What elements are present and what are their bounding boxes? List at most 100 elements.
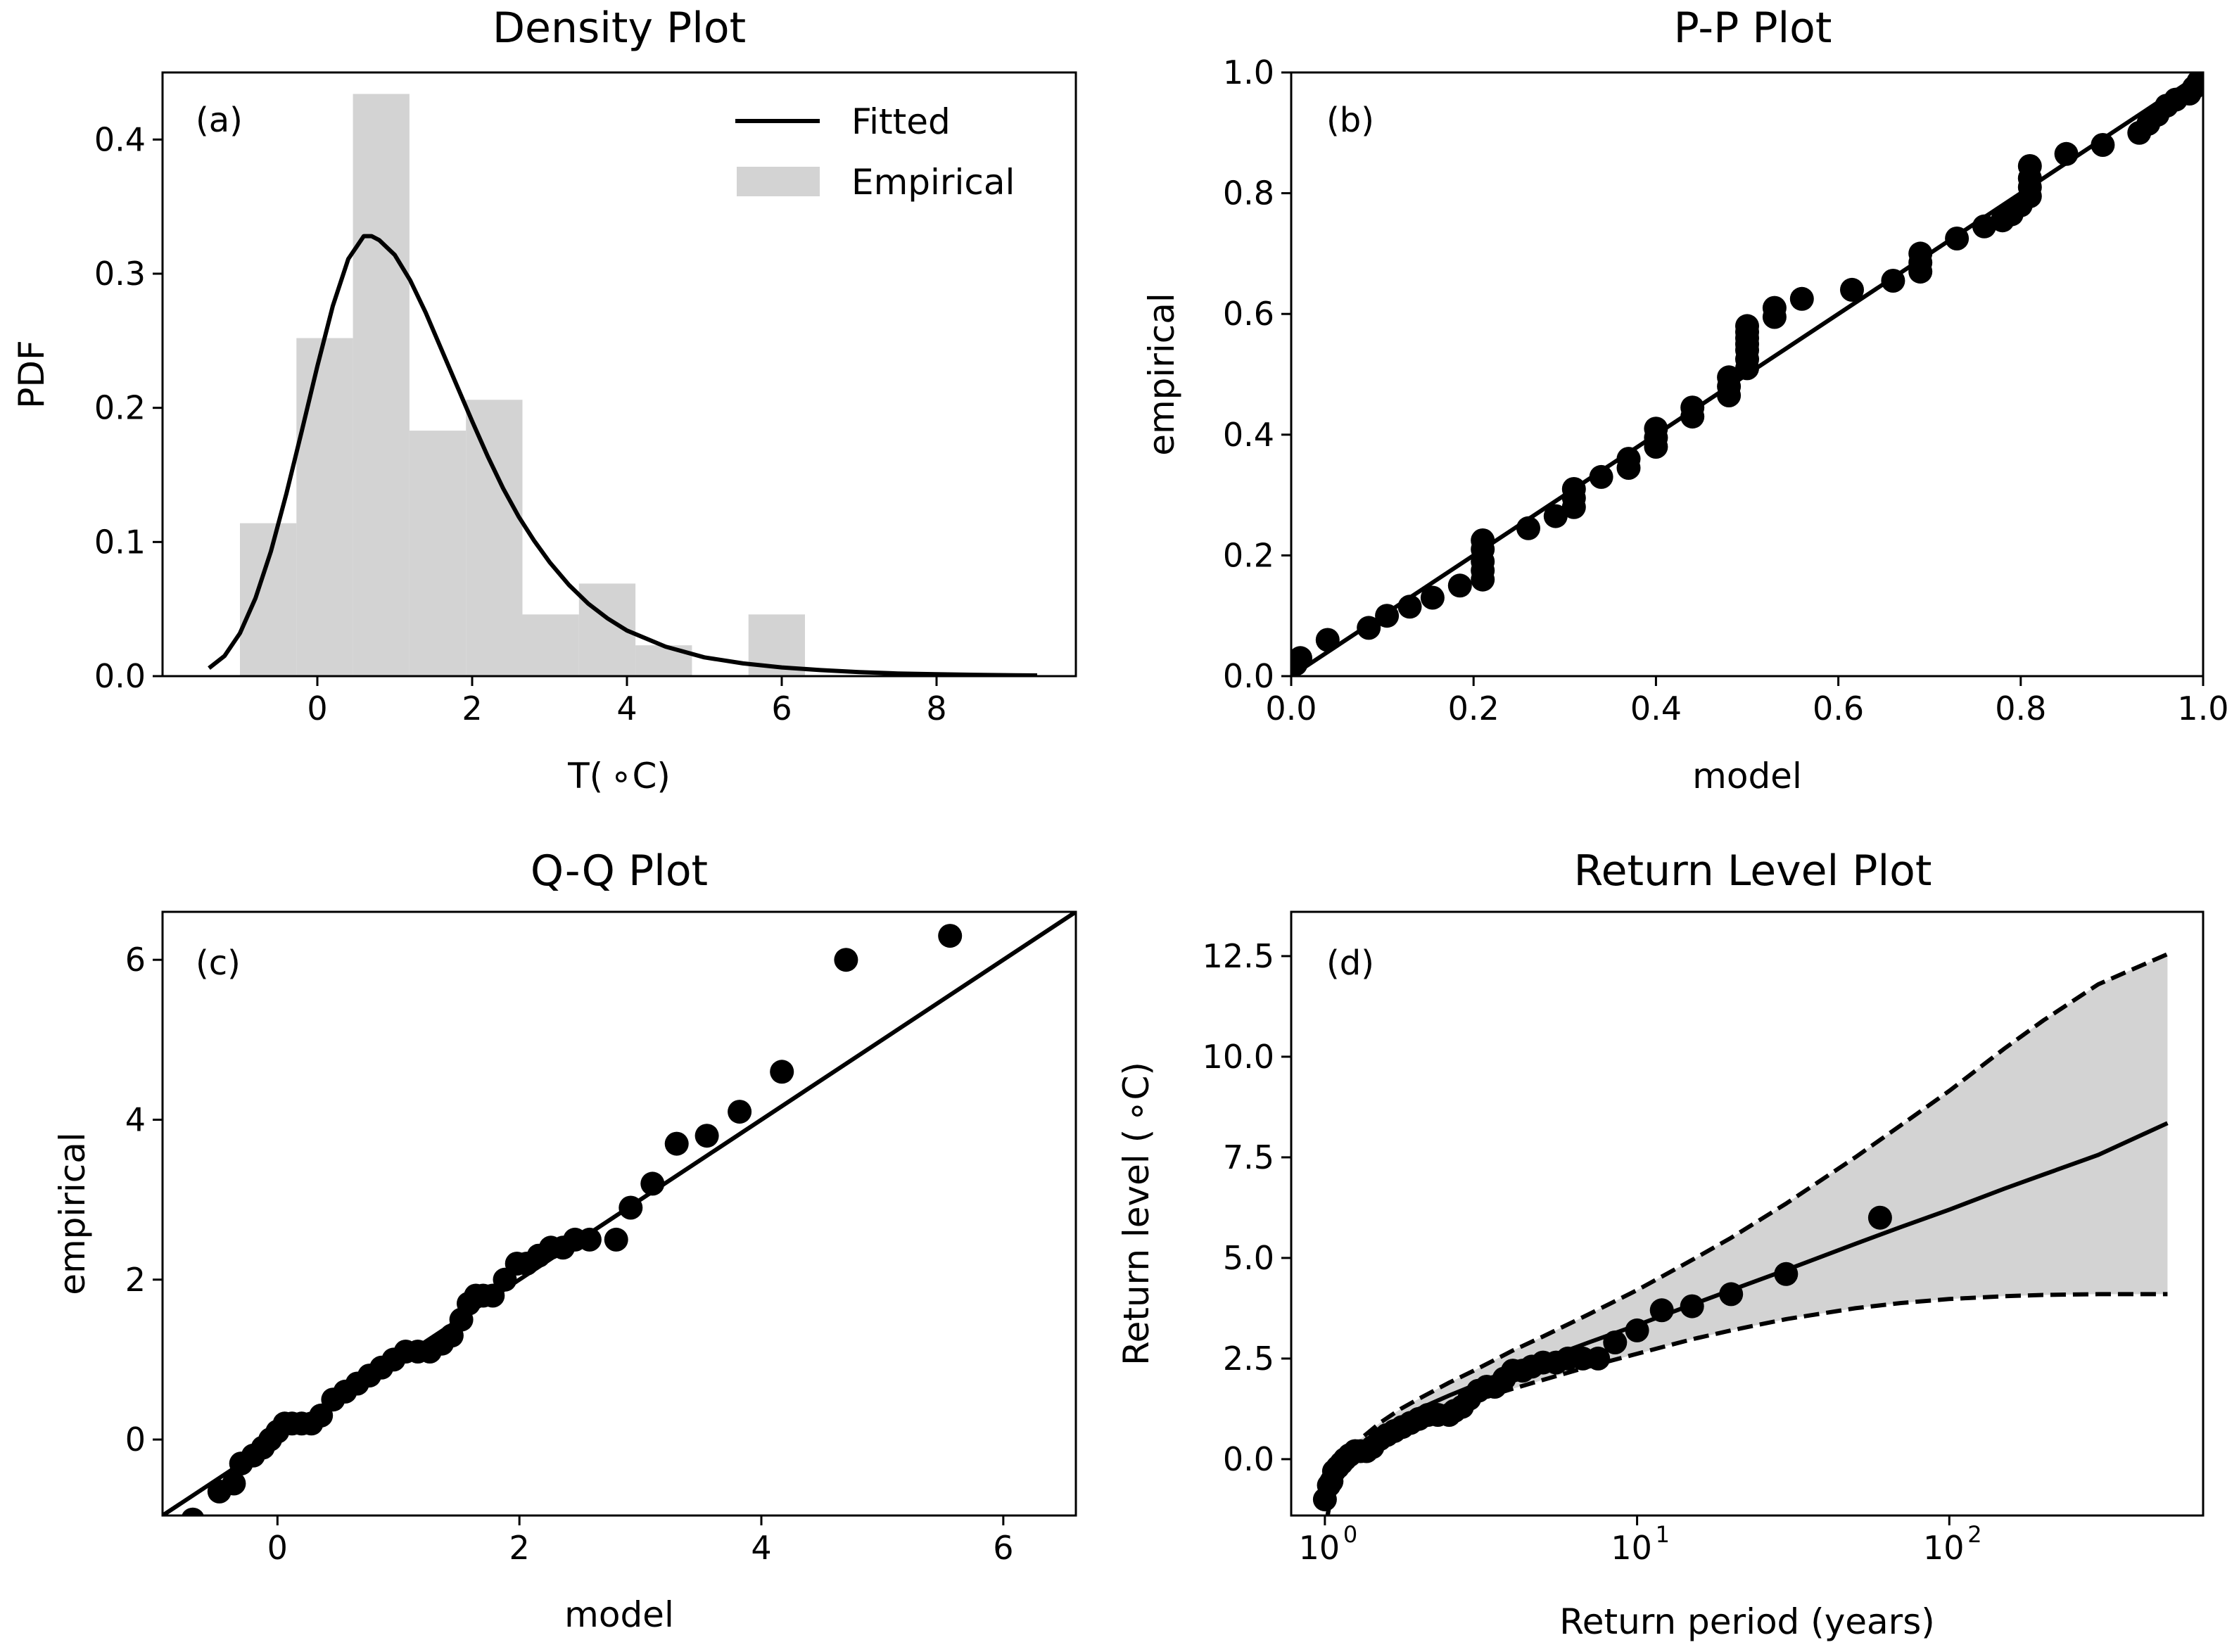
density-plot-frame (161, 71, 1077, 678)
return-level-plot-xtick-exponent: 2 (1967, 1521, 1981, 1548)
return-level-point (1680, 1294, 1704, 1319)
pp-point (1561, 477, 1586, 501)
pp-point (1471, 528, 1495, 552)
qq-plot-xlabel: model (564, 1594, 674, 1635)
pp-point (1789, 286, 1814, 311)
qq-point (728, 1100, 752, 1124)
pp-plot-xtick-label: 0.2 (1448, 690, 1499, 727)
qq-plot-frame (161, 910, 1077, 1517)
qq-plot-xtick-label: 4 (751, 1529, 771, 1567)
pp-plot-xtick-label: 1.0 (2177, 690, 2228, 727)
pp-point (1762, 296, 1787, 320)
pp-plot-panel: P-P Plot 0.0 0.2 0.4 0.6 0.8 1.0 0.0 0.2 0.4 0.6 0… (1141, 4, 2229, 796)
legend-fitted-label: Fitted (851, 101, 951, 142)
pp-plot-ytick-label: 1.0 (1223, 53, 1274, 91)
pp-plot-title: P-P Plot (1674, 4, 1832, 53)
pp-point (1680, 395, 1705, 420)
pp-point (1397, 595, 1422, 619)
pp-point (1420, 585, 1445, 610)
density-plot-panel: Density Plot 0 2 4 6 8 0.0 0.1 0.2 0.3 0.4 (a) Fi… (11, 4, 1077, 796)
return-level-plot-ylabel: Return level ( ∘C) (1116, 1062, 1157, 1366)
qq-plot-ylabel: empirical (52, 1132, 93, 1295)
pp-point (1315, 628, 1340, 652)
histogram-bar (240, 523, 297, 676)
density-plot-xtick-label: 4 (616, 690, 637, 727)
density-plot-ytick-label: 0.3 (94, 255, 146, 293)
qq-point (694, 1124, 719, 1148)
qq-point (181, 1507, 205, 1516)
return-level-plot-ytick-label: 7.5 (1223, 1138, 1274, 1176)
qq-point (770, 1060, 794, 1084)
pp-plot-ytick-label: 0.4 (1223, 416, 1274, 454)
pp-point (1908, 241, 1933, 266)
return-level-plot-ytick-label: 2.5 (1223, 1340, 1274, 1378)
pp-point (2017, 154, 2042, 178)
pp-point (1840, 277, 1864, 302)
pp-point (1972, 214, 1996, 239)
density-plot-ytick-label: 0.2 (94, 389, 146, 427)
qq-plot-ytick-label: 0 (125, 1421, 146, 1459)
return-level-plot-xlabel: Return period (years) (1559, 1601, 1935, 1642)
return-level-plot-xtick-label: 10 (1923, 1529, 1965, 1567)
return-level-plot-xtick-exponent: 1 (1656, 1521, 1670, 1548)
pp-plot-ytick-label: 0.8 (1223, 174, 1274, 212)
return-level-point (1649, 1298, 1674, 1323)
pp-point (1945, 227, 1970, 250)
density-plot-legend: Fitted Empirical (735, 101, 1015, 203)
pp-point (1516, 516, 1540, 540)
legend-empirical-label: Empirical (851, 162, 1015, 203)
qq-plot-ytick-label: 4 (125, 1100, 146, 1138)
density-plot-title: Density Plot (493, 4, 746, 53)
return-level-plot-ytick-label: 5.0 (1223, 1239, 1274, 1277)
pp-plot-xtick-label: 0.0 (1265, 690, 1317, 727)
pp-plot-xtick-label: 0.8 (1995, 690, 2046, 727)
return-level-plot-ytick-label: 0.0 (1223, 1440, 1274, 1478)
pp-plot-ytick-label: 0.6 (1223, 295, 1274, 333)
histogram-bar (409, 431, 467, 676)
pp-point (1717, 365, 1742, 390)
histogram-bar (522, 614, 579, 676)
pp-point (1881, 269, 1905, 293)
pp-point (1644, 417, 1668, 441)
qq-plot-title: Q-Q Plot (531, 846, 708, 896)
return-level-point (1774, 1262, 1799, 1286)
histogram-bar (466, 400, 523, 676)
pp-plot-ytick-label: 0.0 (1223, 657, 1274, 695)
qq-point (640, 1171, 665, 1196)
pp-plot-xtick-label: 0.6 (1813, 690, 1864, 727)
pp-point (2054, 141, 2079, 166)
pp-point (2091, 133, 2115, 157)
histogram-bar (353, 94, 410, 677)
qq-point (938, 924, 963, 948)
return-level-plot-ytick-label: 12.5 (1203, 937, 1274, 975)
return-level-plot-ytick-label: 10.0 (1203, 1038, 1274, 1076)
pp-plot-ylabel: empirical (1141, 293, 1182, 456)
density-plot-ytick-label: 0.1 (94, 523, 146, 561)
return-level-point (1625, 1318, 1649, 1342)
return-level-plot-frame (1290, 910, 2205, 1517)
pp-plot-panel-label: (b) (1326, 101, 1374, 140)
density-plot-xtick-label: 0 (307, 690, 327, 727)
qq-plot-ytick-label: 2 (125, 1261, 146, 1299)
return-level-plot-panel-label: (d) (1326, 943, 1374, 983)
qq-point (222, 1471, 246, 1496)
return-level-point (1867, 1205, 1892, 1230)
qq-plot-panel: Q-Q Plot 0 2 4 6 0 2 4 6 (c) model empirical (52, 846, 1077, 1635)
pp-point (1291, 646, 1312, 671)
qq-point (834, 948, 858, 972)
histogram-bar (296, 338, 353, 676)
density-plot-xtick-label: 8 (926, 690, 946, 727)
pp-plot-xlabel: model (1692, 756, 1802, 796)
return-level-plot-xtick-label: 10 (1611, 1529, 1652, 1567)
pp-point (1375, 604, 1400, 628)
pp-plot-frame (1290, 71, 2205, 678)
qq-plot-ytick-label: 6 (125, 941, 146, 979)
density-plot-ytick-label: 0.4 (94, 120, 146, 158)
qq-point (577, 1227, 602, 1252)
return-level-plot-title: Return Level Plot (1574, 846, 1932, 896)
density-plot-xtick-label: 6 (771, 690, 792, 727)
return-level-plot-xtick-label: 10 (1299, 1529, 1340, 1567)
return-level-plot-xtick-exponent: 0 (1343, 1521, 1357, 1548)
density-plot-ytick-label: 0.0 (94, 657, 146, 695)
